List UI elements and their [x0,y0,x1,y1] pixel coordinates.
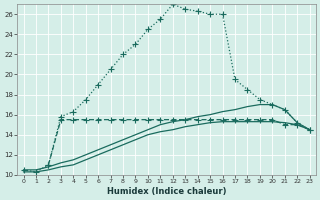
X-axis label: Humidex (Indice chaleur): Humidex (Indice chaleur) [107,187,226,196]
